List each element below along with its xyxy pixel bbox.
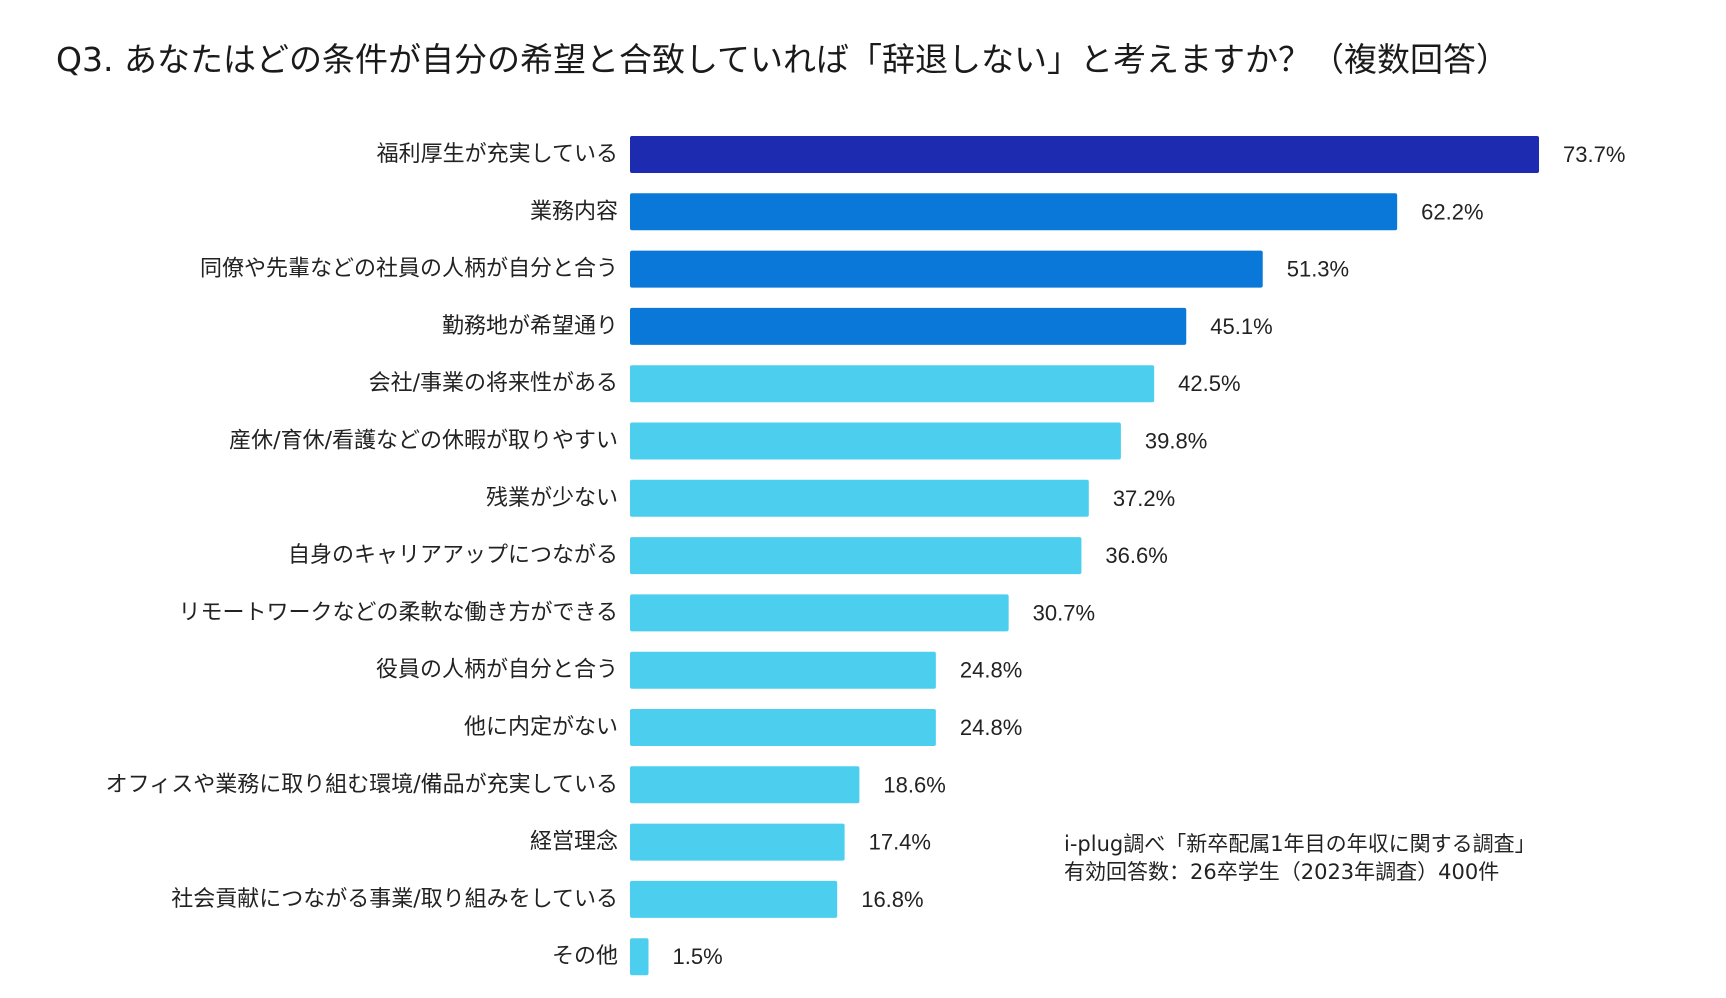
bar-11 — [630, 709, 936, 746]
bar-2 — [630, 193, 1398, 231]
bar-13 — [630, 823, 845, 861]
category-label-10: 役員の人柄が自分と合う — [376, 658, 618, 683]
value-label-4: 45.1% — [1210, 314, 1272, 339]
bar-8 — [630, 537, 1082, 575]
category-label-3: 同僚や先輩などの社員の人柄が自分と合う — [200, 257, 618, 282]
bar-15 — [630, 938, 649, 976]
bar-6 — [630, 422, 1121, 460]
value-label-12: 18.6% — [883, 772, 945, 797]
value-label-10: 24.8% — [960, 658, 1022, 683]
category-label-2: 業務内容 — [530, 199, 618, 224]
value-label-2: 62.2% — [1421, 199, 1483, 224]
category-label-7: 残業が少ない — [486, 486, 618, 511]
source-note-line1: i-plug調べ「新卒配属1年目の年収に関する調査」 — [1064, 832, 1536, 856]
category-label-12: オフィスや業務に取り組む環境/備品が充実している — [106, 772, 618, 797]
category-label-9: リモートワークなどの柔軟な働き方ができる — [178, 600, 618, 625]
bar-3 — [630, 250, 1263, 288]
category-label-5: 会社/事業の将来性がある — [369, 371, 618, 396]
value-label-7: 37.2% — [1113, 486, 1175, 511]
value-label-3: 51.3% — [1287, 257, 1349, 282]
chart-title: Q3. あなたはどの条件が自分の希望と合致していれば「辞退しない」と考えますか？… — [56, 40, 1509, 79]
category-label-15: その他 — [552, 944, 618, 969]
source-note-line2: 有効回答数：26卒学生（2023年調査）400件 — [1064, 860, 1500, 884]
value-label-5: 42.5% — [1178, 371, 1240, 396]
bar-5 — [630, 365, 1155, 403]
bar-4 — [630, 307, 1187, 345]
category-label-8: 自身のキャリアアップにつながる — [288, 543, 618, 568]
value-label-6: 39.8% — [1145, 429, 1207, 454]
bar-9 — [630, 594, 1009, 632]
value-label-14: 16.8% — [861, 887, 923, 912]
category-label-11: 他に内定がない — [464, 715, 618, 740]
bar-14 — [630, 880, 838, 918]
bar-10 — [630, 651, 936, 689]
value-label-15: 1.5% — [673, 944, 723, 969]
bar-12 — [630, 766, 860, 804]
bar-7 — [630, 479, 1089, 517]
category-label-6: 産休/育休/看護などの休暇が取りやすい — [229, 429, 618, 454]
value-label-13: 17.4% — [869, 830, 931, 855]
bar-1 — [630, 136, 1539, 173]
category-label-4: 勤務地が希望通り — [442, 314, 618, 339]
category-label-14: 社会貢献につながる事業/取り組みをしている — [171, 887, 618, 912]
category-label-1: 福利厚生が充実している — [377, 142, 618, 167]
value-label-1: 73.7% — [1563, 142, 1625, 167]
source-note: i-plug調べ「新卒配属1年目の年収に関する調査」 有効回答数：26卒学生（2… — [1064, 830, 1536, 886]
value-label-9: 30.7% — [1033, 600, 1095, 625]
category-label-13: 経営理念 — [530, 830, 618, 855]
value-label-11: 24.8% — [960, 715, 1022, 740]
value-label-8: 36.6% — [1105, 543, 1167, 568]
